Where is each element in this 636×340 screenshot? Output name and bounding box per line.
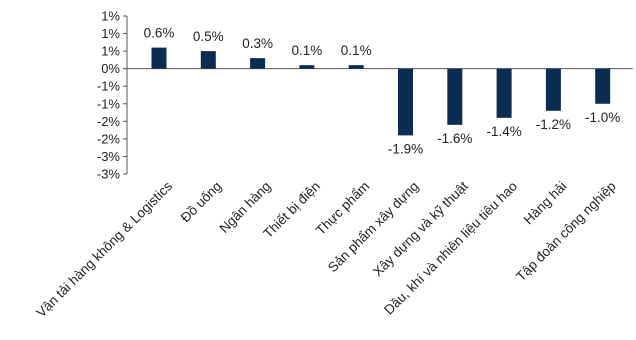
bar xyxy=(447,68,463,125)
bar xyxy=(398,68,413,136)
y-tick-label: -3% xyxy=(97,167,121,182)
bar xyxy=(348,65,364,69)
data-label: 0.1% xyxy=(341,43,372,58)
category-labels: Vận tải hàng không & Logistics Đồ uốngNgâ… xyxy=(33,178,618,320)
bar xyxy=(250,58,266,69)
bar xyxy=(299,65,315,69)
y-axis: 1% 1% 1% 0% -1% -1% -2% -2% -3% -3% xyxy=(97,9,633,182)
y-tick-label: 1% xyxy=(101,9,120,24)
bars xyxy=(151,47,611,136)
category-label: Hàng hải xyxy=(521,179,570,228)
y-tick-label: -2% xyxy=(97,131,121,146)
y-tick-label: -1% xyxy=(97,79,121,94)
y-tick-label: -2% xyxy=(97,114,121,129)
data-label: -1.6% xyxy=(437,131,472,146)
y-tick-label: 1% xyxy=(101,26,120,41)
y-tick-label: -1% xyxy=(97,96,121,111)
data-label: -1.4% xyxy=(486,124,521,139)
data-label: 0.1% xyxy=(292,43,323,58)
y-tick-label: 1% xyxy=(101,44,120,59)
category-label: Vận tải hàng không & Logistics xyxy=(33,178,175,320)
bar xyxy=(545,68,561,111)
data-label: 0.3% xyxy=(242,36,273,51)
category-label: Tập đoàn công nghiệp xyxy=(513,179,619,285)
data-label: -1.9% xyxy=(388,141,423,156)
data-label: 0.5% xyxy=(193,29,224,44)
data-label: -1.0% xyxy=(585,110,620,125)
y-tick-label: 0% xyxy=(101,61,120,76)
data-label: 0.6% xyxy=(144,26,175,41)
bar xyxy=(595,68,611,104)
y-tick-label: -3% xyxy=(97,149,121,164)
category-label: Xây dựng và kỹ thuật xyxy=(370,178,471,279)
bar xyxy=(496,68,512,118)
category-label: Đồ uống xyxy=(178,179,225,226)
data-label: -1.2% xyxy=(536,117,571,132)
category-label: Sản phẩm xây dựng xyxy=(325,179,422,276)
bar xyxy=(151,47,167,69)
bar xyxy=(200,51,216,69)
data-labels: 0.6% 0.5% 0.3% 0.1% 0.1% -1.9% -1.6% -1.4% -1.2%… xyxy=(144,26,621,157)
